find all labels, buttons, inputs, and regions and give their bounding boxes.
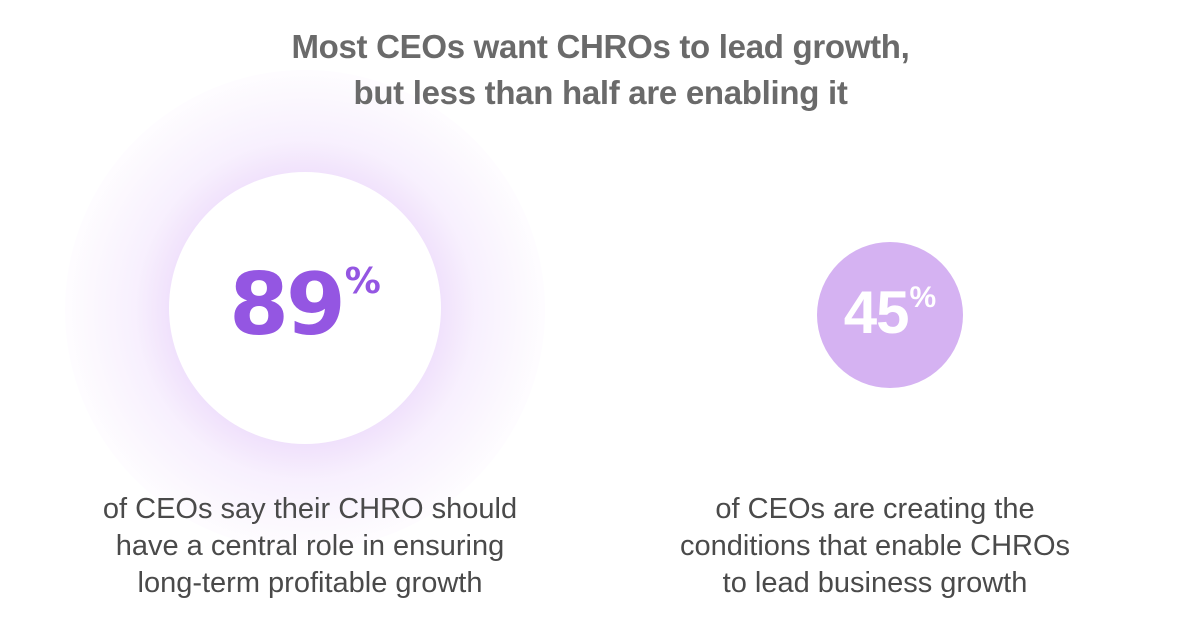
stat-45-percent-sign: % <box>909 281 937 314</box>
headline: Most CEOs want CHROs to lead growth, but… <box>0 24 1201 116</box>
caption-line: conditions that enable CHROs <box>679 530 1071 562</box>
stat-circle-89: 89 % <box>169 172 441 444</box>
stat-89-figure: 89 % <box>229 262 381 348</box>
stat-45-value: 45 <box>843 279 910 346</box>
caption-line: to lead business growth <box>722 567 1028 599</box>
stat-45-figure: 45 % <box>844 283 936 343</box>
stat-circle-45: 45 % <box>817 242 963 388</box>
stat-89-percent-sign: % <box>344 261 381 302</box>
caption-line: of CEOs are creating the <box>715 493 1035 525</box>
caption-line: of CEOs say their CHRO should <box>102 493 518 525</box>
headline-line-1: Most CEOs want CHROs to lead growth, <box>291 28 910 65</box>
caption-line: long-term profitable growth <box>137 567 483 599</box>
stat-45-caption: of CEOs are creating the conditions that… <box>640 491 1110 602</box>
caption-line: have a central role in ensuring <box>115 530 505 562</box>
stat-89-value: 89 <box>229 255 346 355</box>
headline-line-2: but less than half are enabling it <box>353 74 848 111</box>
stat-89-caption: of CEOs say their CHRO should have a cen… <box>60 491 560 602</box>
